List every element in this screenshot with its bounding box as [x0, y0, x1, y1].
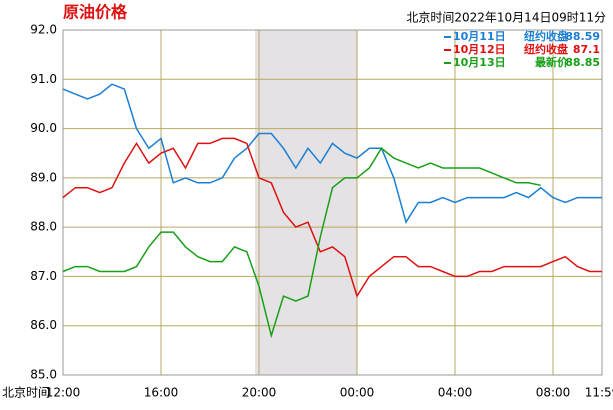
legend-value: 88.85 [565, 56, 600, 69]
x-axis-label: 北京时间 [2, 386, 50, 400]
series-line [62, 137, 602, 298]
legend-name: 10月11日 [453, 30, 506, 43]
y-tick-label: 85.0 [30, 368, 57, 382]
x-tick-label: 11:59 [585, 386, 613, 400]
shaded-region [255, 30, 357, 375]
x-tick-label: 04:00 [438, 386, 473, 400]
legend-name: 10月12日 [453, 43, 506, 56]
plot-border [62, 29, 603, 376]
x-tick-label: 16:00 [144, 386, 179, 400]
y-tick-label: 90.0 [30, 121, 57, 135]
legend-entry: 10月11日 纽约收盘88.59 [453, 29, 600, 43]
x-tick-label: 12:00 [46, 386, 81, 400]
y-tick-label: 86.0 [30, 318, 57, 332]
chart-subtitle: 北京时间2022年10月14日09时11分 [406, 11, 606, 25]
x-tick-label: 20:00 [242, 386, 277, 400]
legend-value: 87.1 [573, 43, 600, 56]
y-tick-label: 89.0 [30, 170, 57, 184]
y-tick-label: 87.0 [30, 269, 57, 283]
legend-value: 88.59 [565, 30, 600, 43]
legend-entry: 10月13日 最新价88.85 [453, 55, 600, 69]
y-tick-label: 91.0 [30, 72, 57, 86]
legend-label: 纽约收盘 [524, 29, 568, 43]
legend-entry: 10月12日 纽约收盘 87.1 [453, 42, 600, 56]
y-tick-label: 92.0 [30, 23, 57, 37]
chart-title: 原油价格 [63, 3, 128, 22]
legend-name: 10月13日 [453, 56, 506, 69]
legend-label: 最新价 [535, 55, 569, 69]
x-tick-label: 08:00 [536, 386, 571, 400]
x-tick-label: 00:00 [340, 386, 375, 400]
series-line [62, 83, 602, 225]
legend-label: 纽约收盘 [524, 42, 568, 56]
y-tick-label: 88.0 [30, 220, 57, 234]
series-line [62, 147, 541, 339]
